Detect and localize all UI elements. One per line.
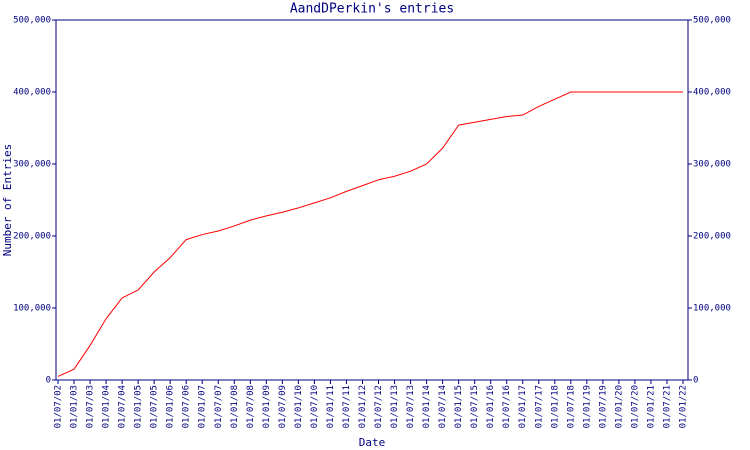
x-tick-label: 01/01/04 — [102, 385, 112, 428]
x-tick-label: 01/01/17 — [518, 385, 528, 428]
x-tick-label: 01/01/11 — [326, 385, 336, 428]
x-tick-label: 01/07/14 — [438, 385, 448, 428]
x-tick-label: 01/07/09 — [278, 385, 288, 428]
x-tick-label: 01/07/13 — [406, 385, 416, 428]
x-tick-label: 01/01/19 — [582, 385, 592, 428]
y2-tick-label: 200,000 — [693, 232, 731, 242]
x-axis-label: Date — [359, 436, 386, 449]
x-tick-label: 01/01/14 — [422, 385, 432, 428]
x-tick-label: 01/01/05 — [134, 385, 144, 428]
x-tick-label: 01/07/04 — [118, 385, 128, 428]
y-tick-label: 0 — [46, 376, 51, 386]
plot-frame — [55, 19, 689, 381]
chart-title: AandDPerkin's entries — [290, 2, 454, 17]
x-tick-label: 01/01/09 — [262, 385, 272, 428]
y2-tick-label: 500,000 — [693, 16, 731, 26]
x-tick-label: 01/07/08 — [246, 385, 256, 428]
x-tick-label: 01/01/15 — [454, 385, 464, 428]
y2-tick-label: 100,000 — [693, 304, 731, 314]
x-tick-label: 01/01/21 — [646, 385, 656, 428]
x-tick-label: 01/01/06 — [166, 385, 176, 428]
y2-tick-label: 400,000 — [693, 88, 731, 98]
data-line — [57, 91, 683, 377]
x-tick-label: 01/07/16 — [502, 385, 512, 428]
x-tick-label: 01/07/12 — [374, 385, 384, 428]
x-tick-label: 01/07/15 — [470, 385, 480, 428]
y-tick-label: 200,000 — [13, 232, 51, 242]
y2-tick-label: 0 — [693, 376, 698, 386]
y-tick-label: 100,000 — [13, 304, 51, 314]
x-tick-label: 01/01/20 — [614, 385, 624, 428]
x-tick-label: 01/01/22 — [679, 385, 689, 428]
y-axis-label: Number of Entries — [1, 144, 14, 257]
x-tick-label: 01/01/13 — [390, 385, 400, 428]
y2-tick-label: 300,000 — [693, 160, 731, 170]
x-tick-label: 01/07/07 — [214, 385, 224, 428]
x-tick-label: 01/01/16 — [486, 385, 496, 428]
x-tick-label: 01/07/20 — [630, 385, 640, 428]
x-tick-label: 01/07/18 — [566, 385, 576, 428]
x-tick-label: 01/07/21 — [662, 385, 672, 428]
x-tick-label: 01/07/10 — [310, 385, 320, 428]
x-tick-label: 01/01/12 — [358, 385, 368, 428]
x-tick-label: 01/07/06 — [182, 385, 192, 428]
x-tick-label: 01/07/11 — [342, 385, 352, 428]
x-tick-label: 01/01/08 — [230, 385, 240, 428]
x-tick-label: 01/01/03 — [70, 385, 80, 428]
x-tick-label: 01/07/02 — [54, 385, 64, 428]
x-tick-label: 01/01/10 — [294, 385, 304, 428]
x-tick-label: 01/07/17 — [534, 385, 544, 428]
y-tick-label: 500,000 — [13, 16, 51, 26]
y-tick-label: 400,000 — [13, 88, 51, 98]
x-tick-label: 01/07/03 — [86, 385, 96, 428]
x-tick-label: 01/07/19 — [598, 385, 608, 428]
x-tick-label: 01/01/07 — [198, 385, 208, 428]
x-tick-label: 01/07/05 — [150, 385, 160, 428]
y-tick-label: 300,000 — [13, 160, 51, 170]
x-tick-label: 01/01/18 — [550, 385, 560, 428]
